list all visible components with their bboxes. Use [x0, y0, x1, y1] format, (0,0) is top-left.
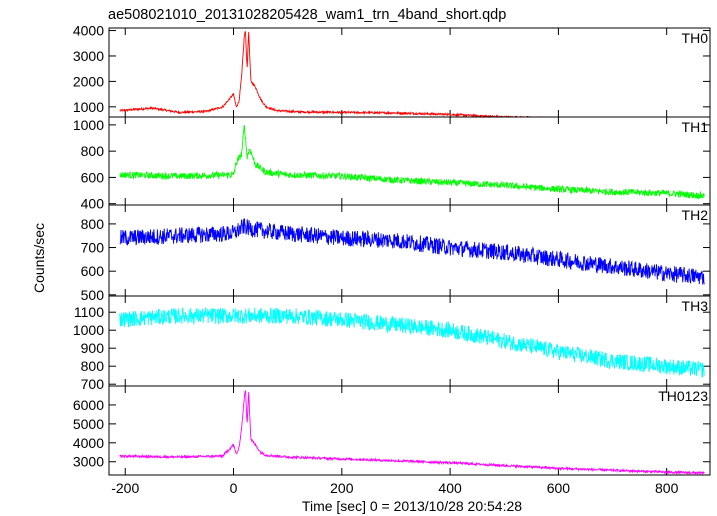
y-tick-label: 700: [81, 240, 105, 256]
y-tick-label: 600: [81, 263, 105, 279]
series-line-th2: [119, 218, 705, 285]
panel-frame: [108, 385, 711, 476]
x-tick-label: 0: [230, 480, 238, 496]
y-tick-label: 900: [81, 340, 105, 356]
series-line-th1: [119, 124, 705, 200]
panel-label: TH1: [682, 119, 709, 135]
y-tick-label: 4000: [73, 435, 104, 451]
panel-th0123: 3000 4000 5000 6000 TH0123: [73, 385, 711, 476]
y-tick-label: 800: [81, 358, 105, 374]
y-tick-label: 3000: [73, 48, 104, 64]
panel-frame: [108, 295, 711, 387]
panel-th3: 700 800 900 1000 1100 TH3: [73, 295, 711, 392]
y-tick-label: 6000: [73, 397, 104, 413]
y-tick-label: 800: [81, 216, 105, 232]
series-line-th0: [119, 31, 705, 119]
panel-th2: 500 600 700 800 TH2: [81, 204, 711, 303]
series-line-th3: [119, 306, 705, 378]
x-tick-label: 800: [655, 480, 679, 496]
panel-th1: 400 600 800 1000 TH1: [73, 116, 711, 212]
y-axis-label: Counts/sec: [31, 223, 47, 293]
y-tick-label: 5000: [73, 416, 104, 432]
y-tick-label: 500: [81, 287, 105, 303]
y-tick-label: 1000: [73, 322, 104, 338]
y-tick-label: 700: [81, 376, 105, 392]
y-tick-label: 1000: [73, 117, 104, 133]
y-tick-label: 1000: [73, 99, 104, 115]
panel-frame: [108, 204, 711, 297]
panel-frame: [108, 27, 711, 118]
y-tick-label: 600: [81, 169, 105, 185]
y-tick-label: 2000: [73, 73, 104, 89]
y-tick-label: 1100: [74, 304, 104, 320]
panel-label: TH0: [682, 30, 709, 46]
panel-label: TH3: [682, 298, 709, 314]
y-tick-label: 400: [81, 196, 105, 212]
x-axis-label: Time [sec] 0 = 2013/10/28 20:54:28: [302, 498, 522, 514]
chart-title: ae508021010_20131028205428_wam1_trn_4ban…: [108, 7, 506, 23]
panel-label: TH2: [682, 207, 709, 223]
x-tick-label: 200: [330, 480, 354, 496]
y-tick-label: 800: [81, 143, 105, 159]
x-tick-label: -200: [111, 480, 139, 496]
panel-th0: 1000 2000 3000 4000 TH0: [73, 23, 711, 119]
x-tick-label: 600: [547, 480, 571, 496]
y-tick-label: 3000: [73, 454, 104, 470]
series-line-th0123: [119, 390, 705, 476]
panel-label: TH0123: [658, 388, 708, 404]
y-tick-label: 4000: [73, 23, 104, 39]
x-tick-label: 400: [438, 480, 462, 496]
